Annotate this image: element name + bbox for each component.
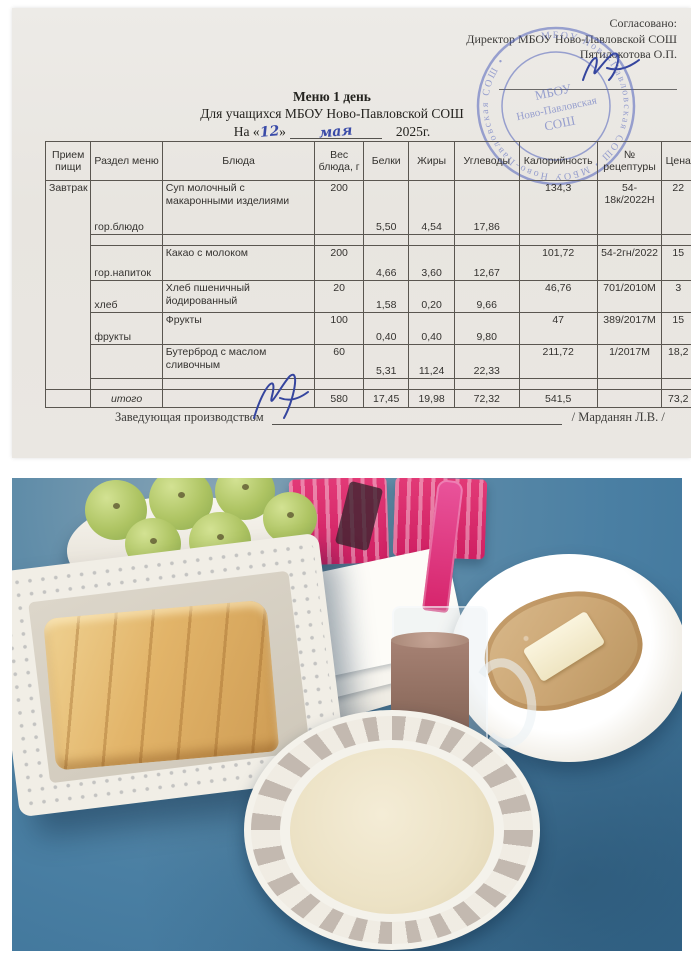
col-carbs: Углеводы (453, 141, 520, 181)
butter-pat (522, 610, 606, 683)
fat-cell: 0,20 (408, 280, 455, 313)
fat-cell: 11,24 (408, 344, 455, 379)
recipe-cell: 389/2017М (596, 312, 663, 345)
breakfast-photo (12, 478, 682, 951)
dish-cell: Хлеб пшеничный йодированный (161, 280, 316, 313)
recipe-cell: 1/2017М (596, 344, 663, 379)
weight-cell: 100 (314, 312, 364, 345)
table-row: Завтрак гор.блюдо Суп молочный с макарон… (44, 180, 691, 390)
col-recipe: № рецептуры (596, 141, 663, 181)
price-cell: 18,2 (661, 344, 691, 379)
protein-cell: 1,58 (362, 280, 410, 313)
recipe-cell: 701/2010М (596, 280, 663, 313)
recipe-cell: 54-2гн/2022 (596, 245, 663, 281)
total-recipe-cell (596, 389, 663, 408)
table-row: фрукты Фрукты 100 0,40 0,40 9,80 47 389/… (46, 312, 691, 345)
total-protein: 17,45 (362, 389, 410, 408)
dish-cell: Какао с молоком (161, 245, 316, 281)
menu-title: Меню 1 день (293, 89, 371, 104)
spacer-row (46, 378, 691, 390)
carbs-cell: 17,86 (453, 180, 520, 235)
section-cell: хлеб (90, 280, 163, 313)
calories-cell: 101,72 (518, 245, 598, 281)
director-signature (582, 52, 640, 81)
weight-cell: 200 (314, 180, 364, 235)
handwritten-day: 12 (258, 122, 280, 141)
sliced-bread (42, 599, 280, 771)
footer-signature-block: Заведующая производством / Марданян Л.В.… (115, 373, 690, 425)
protein-cell: 5,31 (362, 344, 410, 379)
meal-cell: Завтрак (44, 180, 92, 390)
table-row: гор.напиток Какао с молоком 200 4,66 3,6… (46, 245, 691, 281)
table-header-row: Прием пищи Раздел меню Блюда Вес блюда, … (44, 141, 691, 181)
total-carbs: 72,32 (453, 389, 520, 408)
date-prefix: На « (233, 123, 260, 139)
carbs-cell: 9,66 (453, 280, 520, 313)
price-cell: 3 (661, 280, 691, 313)
footer-signature-line (252, 373, 562, 425)
table-row: хлеб Хлеб пшеничный йодированный 20 1,58… (46, 280, 691, 313)
bread-butter-plate (450, 554, 682, 762)
col-price: Цена (661, 141, 691, 181)
fat-cell: 0,40 (408, 312, 455, 345)
dish-cell: Суп молочный с макаронными изделиями (161, 180, 316, 235)
recipe-cell: 54-18к/2022Н (596, 180, 663, 235)
footer-name: / Марданян Л.В. / (571, 410, 665, 424)
col-fat: Жиры (408, 141, 455, 181)
fat-cell: 3,60 (408, 245, 455, 281)
total-meal-cell (44, 389, 92, 408)
carbs-cell: 9,80 (453, 312, 520, 345)
footer-label: Заведующая производством (115, 410, 264, 424)
milk-soup-plate (244, 710, 540, 950)
section-cell: гор.блюдо (90, 180, 163, 235)
price-cell: 15 (661, 312, 691, 345)
section-cell: гор.напиток (90, 245, 163, 281)
total-label: итого (90, 389, 163, 408)
date-year: 2025г. (395, 123, 431, 139)
table-row: Бутерброд с маслом сливочным 60 5,31 11,… (46, 344, 691, 379)
calories-cell: 47 (518, 312, 598, 345)
col-section: Раздел меню (90, 141, 163, 181)
weight-cell: 200 (314, 245, 364, 281)
col-calories: Калорийность (518, 141, 598, 181)
menu-title-block: Меню 1 день Для учащихся МБОУ Ново-Павло… (12, 88, 652, 141)
total-weight: 580 (314, 389, 364, 408)
handwritten-month: мая (318, 122, 354, 141)
protein-cell: 5,50 (362, 180, 410, 235)
price-cell: 15 (661, 245, 691, 281)
approval-line-1: Согласовано: (609, 16, 677, 30)
protein-cell: 4,66 (362, 245, 410, 281)
weight-cell: 60 (314, 344, 364, 379)
total-row: итого 580 17,45 19,98 72,32 541,5 73,2 (44, 389, 691, 408)
menu-subtitle: Для учащихся МБОУ Ново-Павловской СОШ (200, 106, 464, 122)
calories-cell: 46,76 (518, 280, 598, 313)
weight-cell: 20 (314, 280, 364, 313)
menu-date-line: На «12» мая 2025г. (12, 122, 652, 142)
col-protein: Белки (362, 141, 410, 181)
cocoa-surface (391, 632, 469, 648)
total-price: 73,2 (661, 389, 691, 408)
carbs-cell: 12,67 (453, 245, 520, 281)
col-weight: Вес блюда, г (314, 141, 364, 181)
date-close-quote: » (279, 123, 286, 139)
milk-soup (290, 748, 494, 914)
calories-cell: 134,3 (518, 180, 598, 235)
col-dish: Блюда (161, 141, 316, 181)
spacer-row (46, 234, 691, 246)
fat-cell: 4,54 (408, 180, 455, 235)
protein-cell: 0,40 (362, 312, 410, 345)
carbs-cell: 22,33 (453, 344, 520, 379)
manager-signature (252, 373, 309, 419)
menu-table: Прием пищи Раздел меню Блюда Вес блюда, … (44, 141, 691, 408)
total-fat: 19,98 (408, 389, 455, 408)
calories-cell: 211,72 (518, 344, 598, 379)
section-cell (90, 344, 163, 379)
total-calories: 541,5 (518, 389, 598, 408)
section-cell: фрукты (90, 312, 163, 345)
dish-cell: Фрукты (161, 312, 316, 345)
col-meal: Прием пищи (44, 141, 92, 181)
approval-line-2: Директор МБОУ Ново-Павловской СОШ (466, 31, 677, 46)
price-cell: 22 (661, 180, 691, 235)
document-page: Согласовано: Директор МБОУ Ново-Павловск… (12, 8, 691, 458)
